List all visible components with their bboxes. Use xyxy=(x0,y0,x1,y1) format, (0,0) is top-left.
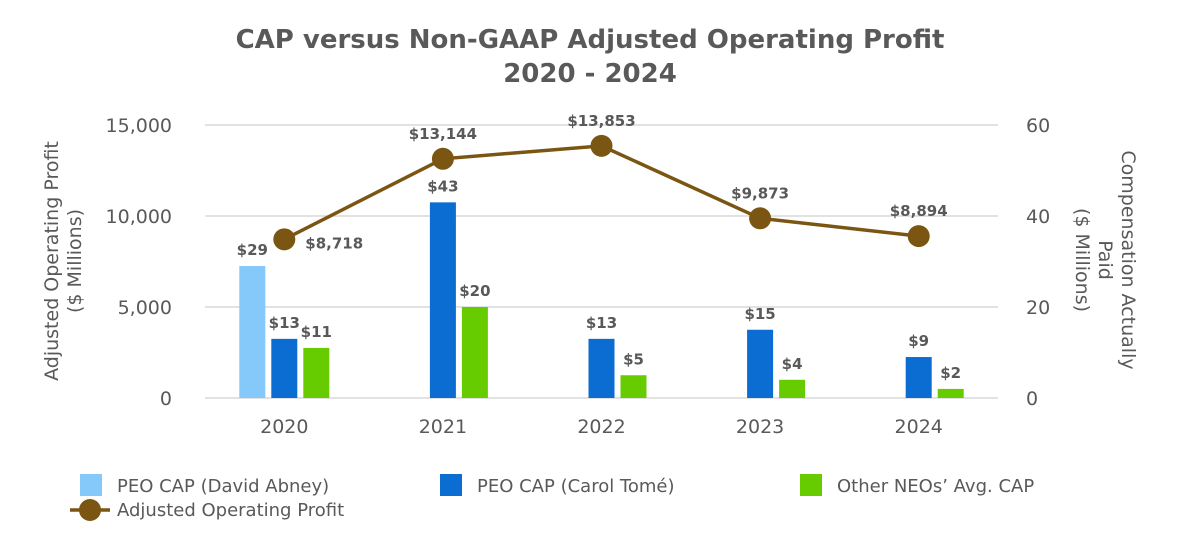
x-tick-label: 2020 xyxy=(260,416,308,438)
bar-other-neos-avg-cap-2023 xyxy=(779,379,806,398)
x-axis-ticks: 2020 2021 2022 2023 2024 xyxy=(260,416,943,438)
bar-value-label: $11 xyxy=(301,323,332,341)
legend-label: Other NEOs’ Avg. CAP xyxy=(837,476,1034,497)
left-axis-title-text: Adjusted Operating Profit($ Millions) xyxy=(41,141,86,381)
right-axis-title-line: ($ Millions) xyxy=(1071,208,1093,312)
right-axis-ticks: 0 20 40 60 xyxy=(1026,115,1050,410)
left-tick-label: 10,000 xyxy=(106,206,172,228)
legend-label: Adjusted Operating Profit xyxy=(117,500,344,521)
legend-label: PEO CAP (Carol Tomé) xyxy=(477,476,675,497)
line-value-label: $8,718 xyxy=(305,234,363,252)
bar-peo-cap-carol-tom-2024 xyxy=(905,357,932,398)
bar-other-neos-avg-cap-2021 xyxy=(461,307,488,398)
bar-value-label: $9 xyxy=(908,332,929,350)
bar-value-label: $43 xyxy=(427,177,458,195)
bar-value-label: $29 xyxy=(237,241,268,259)
x-tick-label: 2022 xyxy=(577,416,625,438)
line-marker-2024 xyxy=(907,225,930,248)
legend-line-marker xyxy=(79,499,101,521)
legend-swatch xyxy=(800,474,822,496)
x-tick-label: 2023 xyxy=(736,416,784,438)
bar-peo-cap-david-abney-2020 xyxy=(239,266,266,398)
bar-value-label: $5 xyxy=(623,350,644,368)
right-axis-title-text: Compensation ActuallyPaid($ Millions) xyxy=(1071,150,1139,369)
right-axis-title-line: Paid xyxy=(1094,240,1116,280)
legend-label: PEO CAP (David Abney) xyxy=(117,476,329,497)
line-value-label: $13,853 xyxy=(567,112,635,130)
x-tick-label: 2021 xyxy=(419,416,467,438)
legend: PEO CAP (David Abney) PEO CAP (Carol Tomé… xyxy=(70,474,1034,521)
bar-value-label: $2 xyxy=(940,364,961,382)
legend-swatch xyxy=(440,474,462,496)
right-axis-title: Compensation ActuallyPaid($ Millions) xyxy=(1071,150,1139,369)
left-axis-title-line: ($ Millions) xyxy=(64,209,86,313)
bar-other-neos-avg-cap-2024 xyxy=(937,388,964,398)
bar-peo-cap-carol-tom-2022 xyxy=(588,338,615,398)
left-axis-ticks: 0 5,000 10,000 15,000 xyxy=(106,115,172,410)
right-tick-label: 0 xyxy=(1026,388,1038,410)
right-tick-label: 20 xyxy=(1026,297,1050,319)
x-tick-label: 2024 xyxy=(895,416,943,438)
bar-series xyxy=(239,202,964,398)
right-tick-label: 40 xyxy=(1026,206,1050,228)
left-axis-title-line: Adjusted Operating Profit xyxy=(41,141,63,381)
bar-other-neos-avg-cap-2020 xyxy=(303,347,330,398)
bar-peo-cap-carol-tom-2021 xyxy=(429,202,456,398)
line-marker-2021 xyxy=(431,147,454,170)
bar-value-label: $20 xyxy=(459,282,490,300)
line-marker-2022 xyxy=(590,134,613,157)
right-axis-title-line: Compensation Actually xyxy=(1117,150,1139,369)
right-tick-label: 60 xyxy=(1026,115,1050,137)
chart-title-line-2: 2020 - 2024 xyxy=(503,59,677,89)
left-axis-title: Adjusted Operating Profit($ Millions) xyxy=(41,141,86,381)
bar-value-label: $13 xyxy=(586,314,617,332)
bar-value-label: $15 xyxy=(744,305,775,323)
legend-swatch xyxy=(80,474,102,496)
line-series xyxy=(273,134,930,251)
left-tick-label: 15,000 xyxy=(106,115,172,137)
bar-peo-cap-carol-tom-2023 xyxy=(747,329,774,398)
line-value-label: $13,144 xyxy=(409,125,477,143)
line-marker-2023 xyxy=(749,207,772,230)
bar-peo-cap-carol-tom-2020 xyxy=(271,338,298,398)
left-tick-label: 0 xyxy=(160,388,172,410)
line-value-label: $8,894 xyxy=(890,202,948,220)
chart-title: CAP versus Non-GAAP Adjusted Operating P… xyxy=(236,25,945,89)
bar-data-labels: $29$13$11$43$20$13$5$15$4$9$2 xyxy=(237,177,961,382)
adjusted-operating-profit-line xyxy=(283,144,919,241)
bar-value-label: $4 xyxy=(782,355,803,373)
bar-value-label: $13 xyxy=(269,314,300,332)
left-tick-label: 5,000 xyxy=(118,297,172,319)
line-marker-2020 xyxy=(273,228,296,251)
chart-title-line-1: CAP versus Non-GAAP Adjusted Operating P… xyxy=(236,25,945,55)
line-value-label: $9,873 xyxy=(731,184,789,202)
bar-other-neos-avg-cap-2022 xyxy=(620,375,647,398)
line-data-labels: $8,718 $13,144 $13,853 $9,873 $8,894 xyxy=(305,112,947,252)
